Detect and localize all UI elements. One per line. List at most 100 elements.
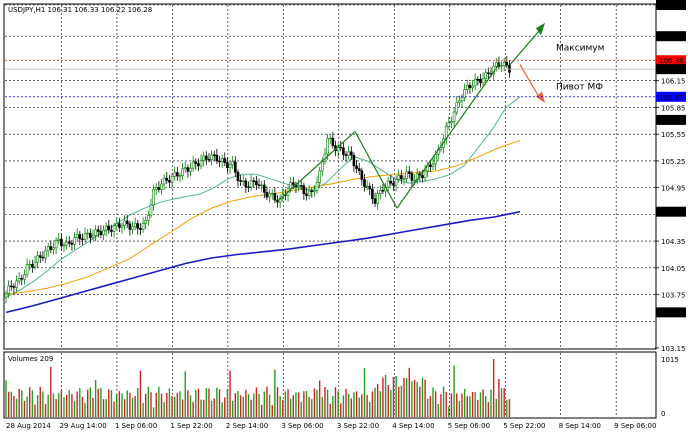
trend-segment — [396, 62, 501, 209]
candle-body — [405, 171, 408, 179]
candle-body — [247, 186, 250, 188]
candle-body — [157, 187, 161, 190]
candle-body — [128, 223, 132, 230]
candle-body — [139, 228, 142, 230]
candle-body — [313, 189, 316, 192]
candle-body — [455, 102, 459, 113]
candle-body — [115, 223, 119, 227]
candle-body — [505, 61, 509, 66]
time-tick-label: 5 Sep 22:00 — [503, 422, 545, 430]
candle-body — [162, 177, 166, 185]
candle-body — [96, 229, 100, 232]
candle-body — [360, 170, 364, 180]
trend-segment — [277, 131, 356, 202]
candle-body — [33, 261, 37, 268]
candle-body — [207, 159, 211, 161]
candle-body — [118, 223, 121, 228]
candle-body — [484, 72, 488, 79]
candle-body — [471, 85, 474, 88]
price-tick-label: 106.65 — [659, 33, 684, 41]
candle-body — [249, 180, 253, 188]
candle-body — [394, 178, 398, 186]
candle-body — [257, 184, 261, 186]
candle-body — [202, 155, 205, 161]
candle-body — [149, 204, 153, 216]
candle-body — [228, 164, 232, 169]
price-tick-label: 104.05 — [661, 265, 686, 273]
candle-body — [273, 193, 277, 201]
candle-body — [65, 241, 68, 246]
candle-body — [239, 180, 242, 182]
candle-body — [265, 192, 269, 198]
candle-body — [460, 97, 464, 102]
candle-body — [12, 286, 16, 288]
price-label-box — [656, 55, 686, 66]
candle-body — [86, 232, 90, 235]
candle-body — [189, 167, 192, 172]
candle-body — [183, 167, 187, 170]
candle-body — [62, 244, 66, 247]
candle-body — [231, 161, 234, 166]
time-tick-label: 1 Sep 06:00 — [115, 422, 157, 430]
candle-body — [94, 229, 97, 236]
candle-body — [463, 89, 466, 98]
candle-body — [289, 182, 292, 190]
candle-body — [28, 264, 32, 266]
price-label-box — [656, 0, 686, 10]
candle-body — [54, 240, 58, 249]
price-tick-label: 106.38 — [659, 57, 684, 65]
candle-body — [70, 242, 74, 245]
candle-body — [268, 193, 271, 198]
price-label-box — [656, 31, 686, 42]
candle-body — [357, 168, 361, 172]
candle-body — [226, 162, 229, 169]
candle-body — [107, 225, 111, 231]
time-tick-label: 3 Sep 06:00 — [281, 422, 323, 430]
candle-body — [473, 78, 477, 87]
candle-body — [4, 293, 8, 298]
candle-body — [315, 182, 319, 191]
candle-body — [450, 121, 453, 124]
candle-body — [160, 183, 163, 190]
candle-body — [321, 161, 324, 172]
candle-body — [389, 180, 393, 184]
price-tick-label: 107.00 — [659, 2, 684, 10]
candle-body — [339, 146, 343, 149]
candle-body — [147, 214, 150, 221]
volumes-label: Volumes 209 — [8, 355, 53, 363]
candle-body — [331, 137, 335, 146]
time-tick-label: 2 Sep 14:00 — [226, 422, 268, 430]
trend-lines — [277, 22, 545, 209]
candle-body — [452, 111, 456, 122]
candle-body — [83, 233, 87, 240]
candle-body — [212, 154, 216, 156]
annotation-maximum: Максимум — [556, 43, 604, 53]
candle-body — [67, 241, 71, 244]
candle-body — [44, 250, 47, 259]
candle-body — [223, 158, 227, 163]
candle-body — [368, 185, 372, 190]
candle-body — [131, 226, 134, 230]
time-tick-label: 9 Sep 06:00 — [614, 422, 656, 430]
candle-body — [17, 278, 21, 282]
candle-body — [220, 158, 224, 163]
candle-body — [141, 222, 145, 230]
candle-body — [89, 232, 92, 239]
price-tick-label: 103.15 — [661, 345, 686, 353]
candle-body — [241, 180, 245, 183]
candle-body — [31, 264, 34, 268]
candle-body — [299, 185, 303, 187]
candle-body — [397, 175, 401, 180]
price-pane-frame — [3, 3, 657, 350]
candle-body — [270, 193, 274, 195]
candle-body — [52, 247, 55, 250]
candle-body — [302, 185, 306, 194]
candle-body — [205, 155, 208, 160]
time-tick-label: 28 Aug 2014 — [6, 422, 51, 430]
candle-body — [371, 188, 374, 200]
candle-body — [244, 180, 248, 188]
price-label-box — [656, 64, 686, 75]
candle-body — [502, 61, 506, 66]
candle-body — [386, 180, 390, 188]
